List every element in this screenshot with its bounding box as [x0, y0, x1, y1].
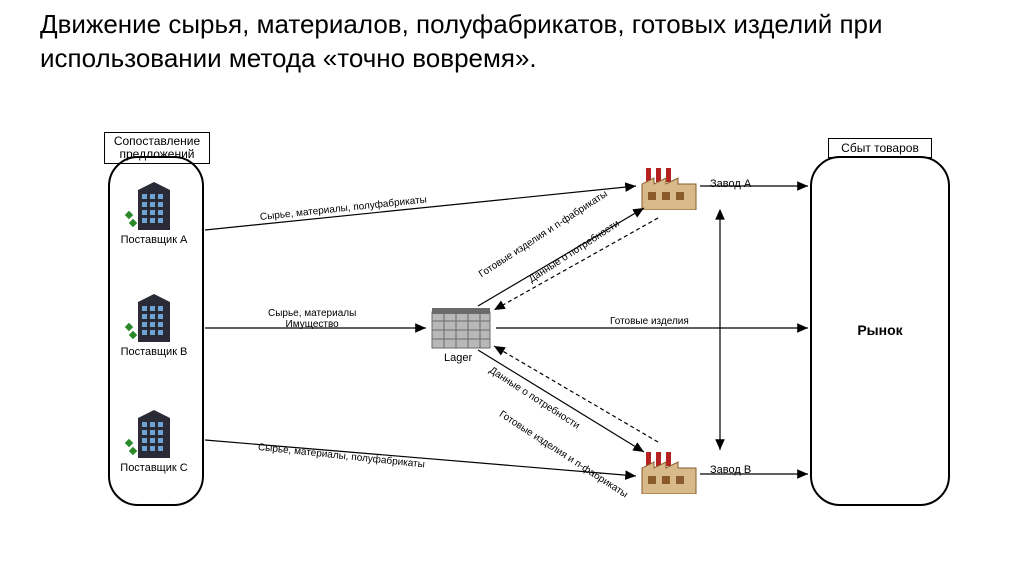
- market-label: Рынок: [850, 322, 910, 338]
- supplier-b-icon: [134, 294, 174, 342]
- sales-header-box: Сбыт товаров: [828, 138, 932, 158]
- factory-b-label: Завод B: [710, 464, 751, 476]
- edge-label-0: Сырье, материалы, полуфабрикаты: [259, 195, 427, 223]
- supplier-c-label: Поставщик C: [116, 462, 192, 474]
- supplier-c-icon: [134, 410, 174, 458]
- edge-label-2: Сырье, материалы, полуфабрикаты: [257, 442, 425, 470]
- supplier-a-label: Поставщик А: [116, 234, 192, 246]
- edge-label-1: Сырье, материалы Имущество: [268, 308, 356, 330]
- edge-5: [478, 350, 644, 452]
- factory-a-label: Завод А: [710, 178, 751, 190]
- edge-4: [494, 218, 658, 310]
- page-title: Движение сырья, материалов, полуфабрикат…: [40, 8, 964, 76]
- sales-header-text: Сбыт товаров: [841, 141, 919, 155]
- edge-label-6: Данные о потребности: [487, 365, 582, 432]
- lager-icon: [430, 306, 492, 350]
- factory-b-icon: [640, 450, 698, 494]
- supplier-a-icon: [134, 182, 174, 230]
- factory-a-icon: [640, 166, 698, 210]
- lager-label: Lager: [444, 352, 472, 364]
- supplier-b-label: Поставщик B: [116, 346, 192, 358]
- diagram-canvas: Сопоставление предложений Сбыт товаров П…: [0, 130, 1024, 574]
- edge-label-7: Готовые изделия: [610, 316, 689, 327]
